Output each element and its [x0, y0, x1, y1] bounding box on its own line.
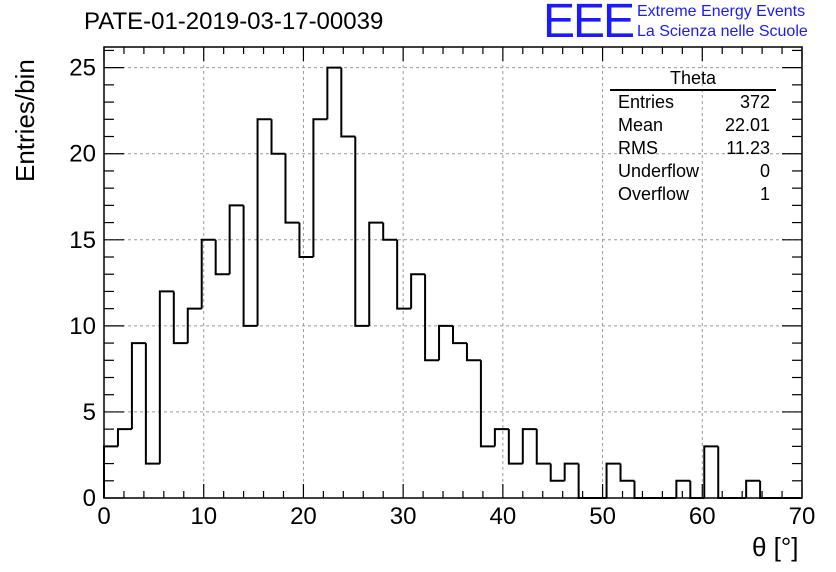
- x-tick-label: 30: [390, 503, 417, 530]
- y-tick-label: 0: [83, 485, 96, 512]
- stats-row-rms: RMS 11.23: [610, 137, 776, 160]
- histogram-bin: [633, 480, 649, 499]
- histogram-bin: [256, 118, 272, 326]
- y-tick-label: 15: [69, 227, 96, 254]
- histogram-bin: [130, 342, 146, 430]
- chart-title: PATE-01-2019-03-17-00039: [84, 8, 384, 35]
- stats-row-mean: Mean 22.01: [610, 114, 776, 137]
- histogram-bin: [605, 462, 621, 498]
- histogram-bin: [382, 222, 398, 241]
- stats-value: 11.23: [726, 138, 770, 158]
- stats-value: 0: [759, 161, 770, 181]
- histogram-bin: [493, 428, 509, 447]
- x-tick-label: 20: [290, 503, 317, 530]
- histogram-bin: [563, 462, 579, 481]
- histogram-bin: [396, 239, 412, 310]
- stats-row-underflow: Underflow 0: [610, 160, 776, 183]
- histogram-bin: [368, 221, 384, 326]
- histogram-bin: [717, 446, 733, 499]
- histogram-bin: [410, 273, 426, 309]
- histogram-bin: [242, 205, 258, 327]
- x-tick-label: 10: [190, 503, 217, 530]
- histogram-bin: [158, 290, 174, 464]
- stats-box: Theta Entries 372 Mean 22.01 RMS 11.23 U…: [610, 68, 776, 206]
- histogram-bin: [452, 325, 467, 345]
- stats-label: Entries: [618, 92, 675, 112]
- histogram-bin: [465, 343, 481, 362]
- stats-label: Overflow: [618, 184, 690, 204]
- histogram-bin: [619, 463, 635, 482]
- plot-frame: [103, 46, 803, 499]
- eee-logo: EEE: [543, 0, 635, 48]
- histogram-bin: [675, 479, 691, 498]
- logo-line-1: Extreme Energy Events: [637, 3, 806, 20]
- stats-value: 372: [739, 92, 770, 112]
- histogram-bin: [186, 307, 202, 344]
- histogram-bin: [745, 479, 761, 498]
- histogram-bin: [577, 463, 593, 499]
- histogram-bin: [116, 428, 132, 447]
- stats-value: 22.01: [724, 115, 770, 135]
- x-tick-label: 0: [97, 503, 110, 530]
- histogram-bin: [200, 238, 216, 309]
- histogram-bin: [521, 428, 537, 464]
- histogram-bin: [214, 239, 230, 276]
- logo-caption: Extreme Energy Events La Scienza nelle S…: [637, 2, 808, 42]
- y-tick-label: 20: [69, 141, 96, 168]
- stats-row-entries: Entries 372: [610, 91, 776, 114]
- histogram-bin: [298, 222, 314, 259]
- histogram-bin: [703, 445, 719, 498]
- y-axis-label: Entries/bin: [10, 59, 40, 182]
- x-tick-label: 40: [490, 503, 517, 530]
- histogram-bin: [438, 324, 453, 361]
- histogram-bin: [326, 66, 342, 120]
- histogram-bin: [144, 343, 160, 465]
- histogram-bin: [172, 291, 188, 345]
- histogram-bin: [535, 429, 551, 465]
- stats-label: RMS: [618, 138, 658, 158]
- x-tick-label: 70: [789, 503, 816, 530]
- histogram-bin: [354, 136, 370, 327]
- y-tick-label: 10: [69, 313, 96, 340]
- stats-value: 1: [759, 184, 770, 204]
- histogram-bin: [284, 153, 300, 224]
- stats-label: Mean: [618, 115, 664, 135]
- stats-box-title: Theta: [610, 68, 776, 91]
- x-tick-label: 60: [689, 503, 716, 530]
- histogram-bin: [424, 274, 440, 362]
- logo-line-2: La Scienza nelle Scuole: [637, 23, 808, 40]
- x-axis-label: θ [°]: [752, 532, 799, 562]
- histogram-bin: [549, 463, 565, 482]
- stats-row-overflow: Overflow 1: [610, 183, 776, 206]
- histogram-bin: [228, 204, 244, 275]
- histogram-bin: [507, 429, 523, 465]
- histogram-bin: [103, 445, 118, 498]
- histogram-bin: [312, 118, 328, 258]
- histogram-bin: [270, 119, 286, 155]
- stats-label: Underflow: [618, 161, 700, 181]
- y-tick-label: 25: [69, 55, 96, 82]
- x-tick-label: 50: [589, 503, 616, 530]
- y-tick-label: 5: [83, 399, 96, 426]
- histogram-bin: [340, 67, 356, 138]
- histogram-bin: [479, 360, 495, 448]
